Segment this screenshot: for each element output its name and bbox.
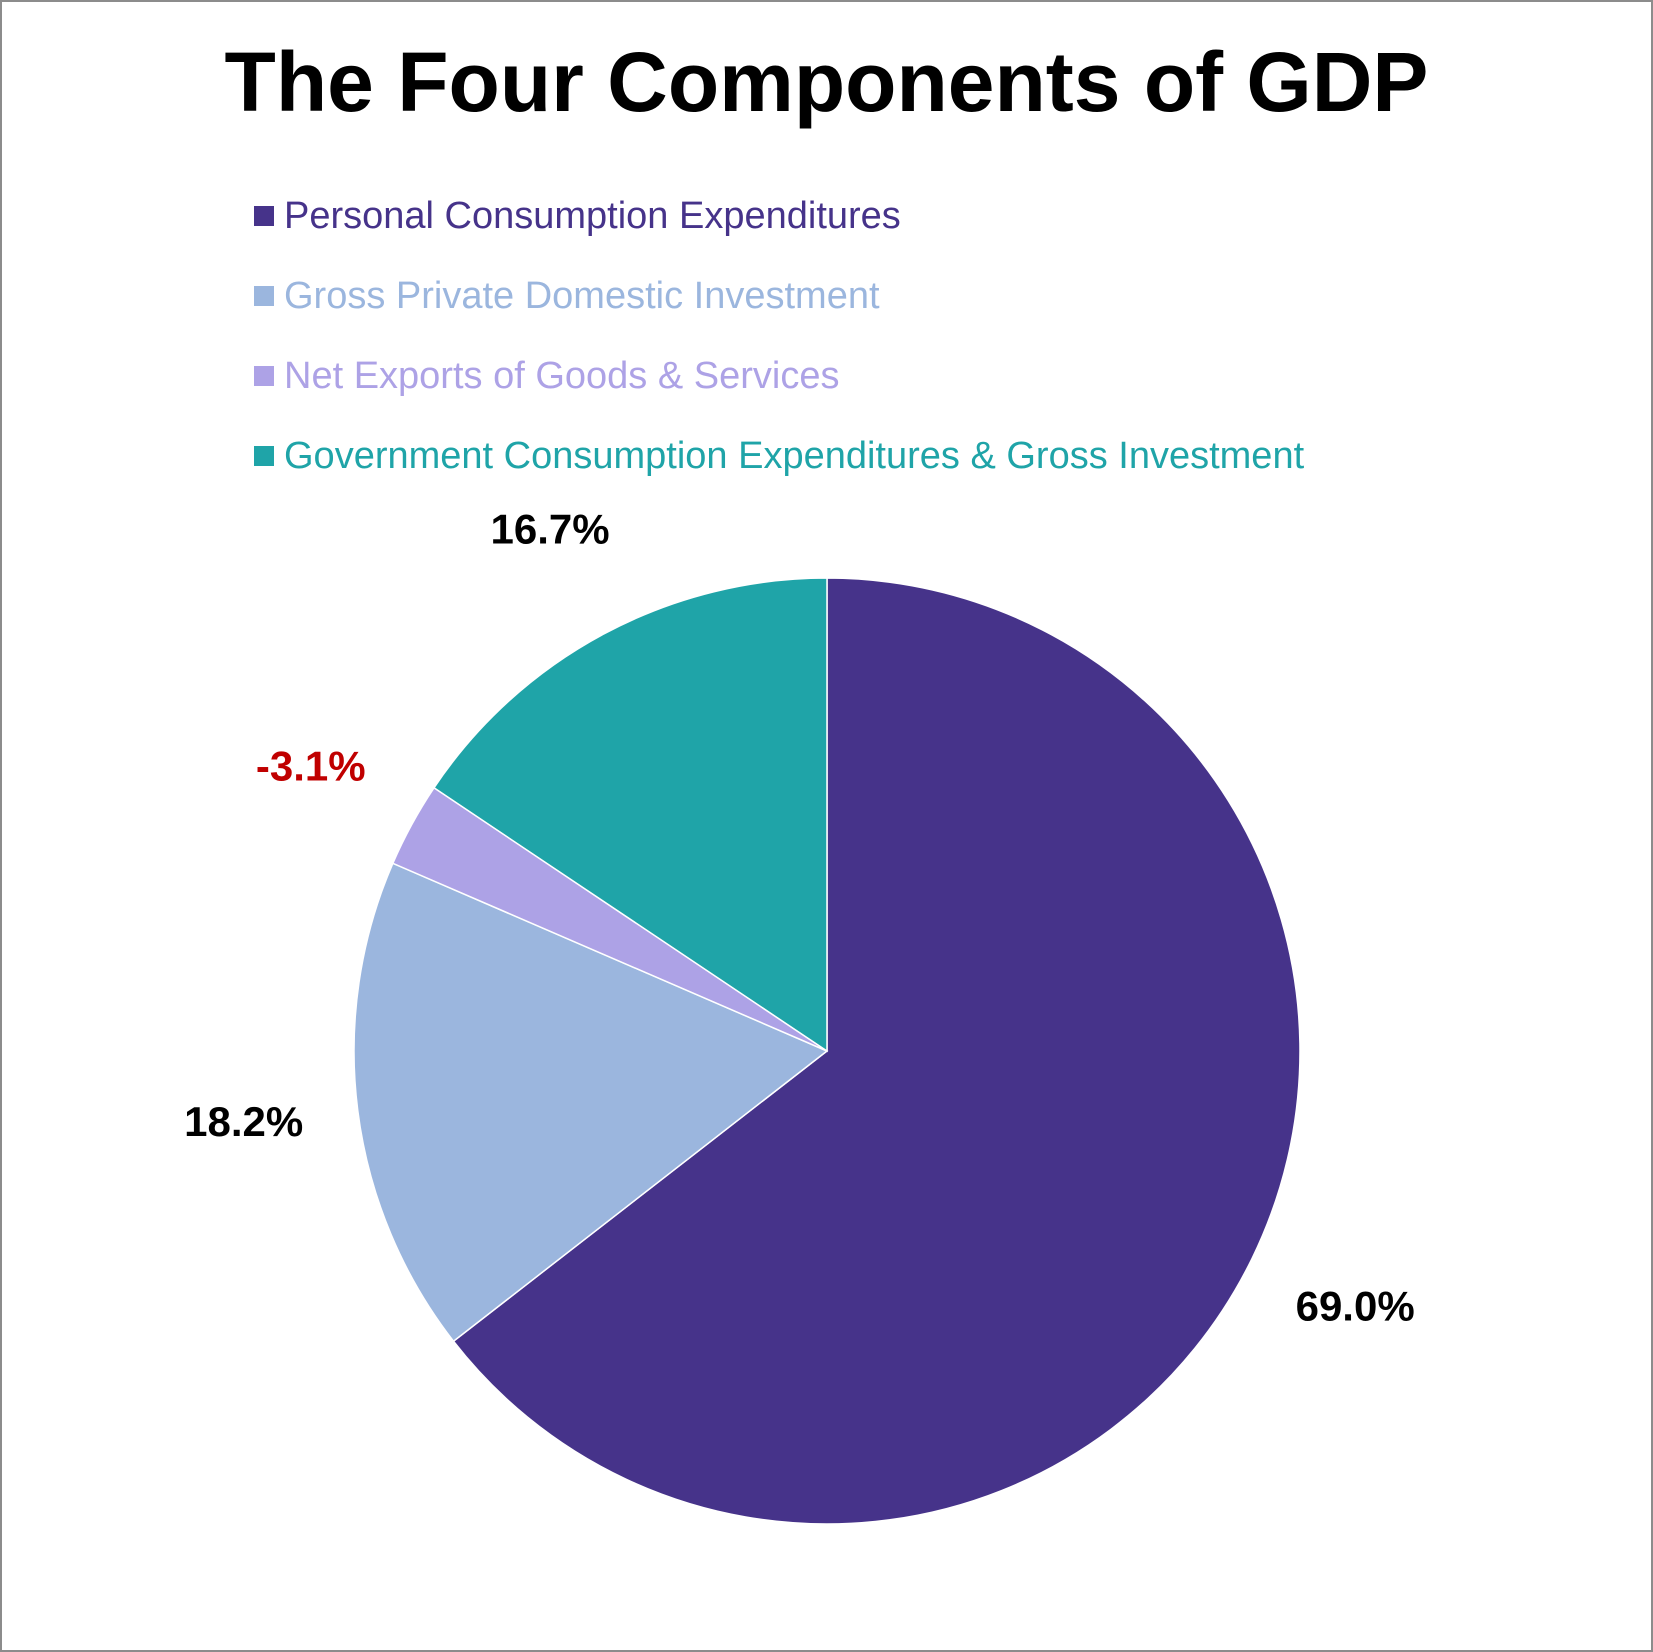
legend-item-private-investment: Gross Private Domestic Investment xyxy=(254,256,1304,336)
legend-label-net-exports: Net Exports of Goods & Services xyxy=(284,354,840,397)
legend-item-personal-consumption: Personal Consumption Expenditures xyxy=(254,176,1304,256)
data-label-personal-consumption-expenditures: 69.0% xyxy=(1296,1283,1415,1330)
pie-slice-gross-private-domestic-investment xyxy=(353,862,829,1343)
pie-slice-government-consumption-expenditures-and-gross-investment xyxy=(432,577,828,1053)
legend-label-government: Government Consumption Expenditures & Gr… xyxy=(284,434,1305,477)
legend-swatch-government xyxy=(254,446,274,466)
data-label-government-consumption-expenditures-and-gross-investment: 16.7% xyxy=(491,505,610,552)
legend-item-government: Government Consumption Expenditures & Gr… xyxy=(254,416,1304,496)
pie-slice-personal-consumption-expenditures xyxy=(452,577,1301,1525)
legend-item-net-exports: Net Exports of Goods & Services xyxy=(254,336,1304,416)
legend-swatch-private-investment xyxy=(254,286,274,306)
legend-swatch-personal-consumption xyxy=(254,206,274,226)
legend-swatch-net-exports xyxy=(254,366,274,386)
data-label-net-exports-of-goods-and-services: -3.1% xyxy=(256,743,366,790)
legend-label-personal-consumption: Personal Consumption Expenditures xyxy=(284,194,901,237)
legend-label-private-investment: Gross Private Domestic Investment xyxy=(284,274,880,317)
chart-title: The Four Components of GDP xyxy=(224,35,1429,129)
data-label-gross-private-domestic-investment: 18.2% xyxy=(184,1098,303,1145)
legend: Personal Consumption Expenditures Gross … xyxy=(254,176,1304,496)
